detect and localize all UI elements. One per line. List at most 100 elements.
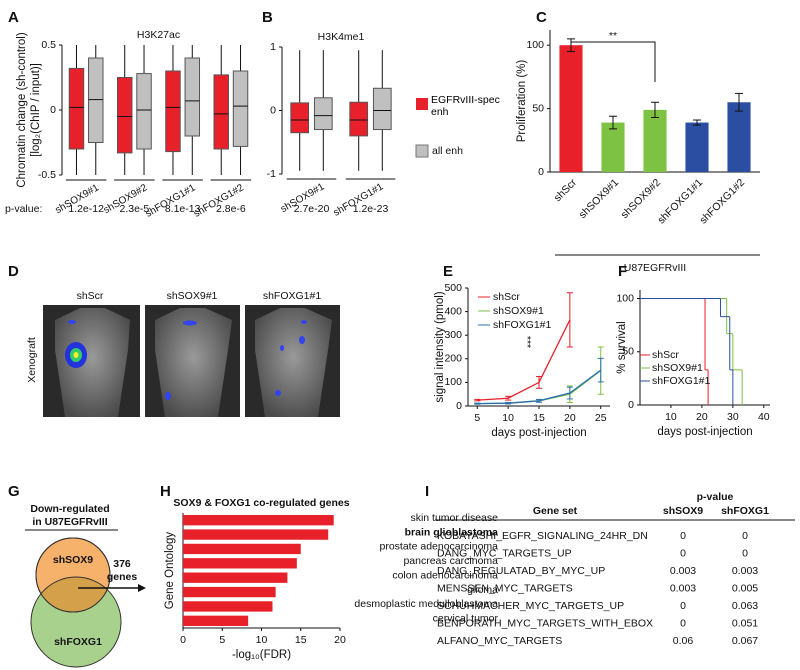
y-tick-label: 50 — [622, 346, 634, 358]
y-tick-label: 50 — [532, 102, 544, 114]
y-tick-label: 100 — [526, 39, 544, 51]
p-value-cell: 0.003 — [670, 582, 696, 594]
bar — [183, 558, 297, 569]
legend-text: shScr — [652, 349, 679, 361]
p-value-cell: 0.063 — [732, 600, 758, 612]
gene-set-cell: DANG_REGULATAD_BY_MYC_UP — [437, 565, 605, 577]
set-label: shFOXG1 — [54, 636, 102, 648]
venn-overlap — [36, 576, 110, 612]
x-tick-label: shSOX9#2 — [619, 176, 664, 221]
legend-entry: EGFRvIII-spec enh — [431, 94, 500, 118]
x-tick-label: shFOXG1#2 — [697, 176, 747, 226]
bar — [183, 515, 334, 526]
x-axis-title: days post-injection — [657, 426, 752, 438]
box — [349, 101, 369, 137]
bar — [559, 45, 583, 172]
x-tick-label: 20 — [696, 411, 708, 423]
significance: ** — [609, 30, 617, 42]
p-value-cell: 0 — [680, 530, 686, 542]
x-tick-label: 15 — [295, 634, 307, 646]
x-tick-label: shSOX9#1 — [577, 176, 622, 221]
panel-label: C — [536, 9, 547, 26]
venn-outline — [35, 537, 111, 613]
y-tick-label: 100 — [444, 376, 462, 388]
y-axis-title: Proliferation (%) — [516, 60, 528, 143]
x-tick-label: 5 — [219, 634, 225, 646]
y-tick-label: 100 — [616, 292, 634, 304]
x-tick-label: 20 — [564, 412, 576, 424]
x-tick-label: shScr — [552, 176, 580, 204]
image-label: shSOX9#1 — [167, 290, 218, 302]
y-tick-label: 500 — [444, 282, 462, 294]
x-tick-label: 10 — [256, 634, 268, 646]
legend-text: shFOXG1#1 — [493, 319, 552, 331]
y-tick-label: 300 — [444, 329, 462, 341]
panel-label: I — [425, 483, 429, 500]
legend-text: all enh — [432, 145, 463, 157]
p-value-cell: 0 — [742, 530, 748, 542]
box — [232, 70, 249, 147]
y-axis-title: % survival — [616, 321, 628, 373]
y-tick-label: 0 — [270, 104, 276, 116]
gene-set-cell: SCHUHMACHER_MYC_TARGETS_UP — [437, 600, 624, 612]
p-value-cell: 0 — [742, 547, 748, 559]
box — [165, 70, 181, 153]
box — [116, 77, 133, 154]
x-tick-label: 5 — [474, 412, 480, 424]
y-tick-label: -1 — [267, 168, 276, 180]
x-tick-label: 10 — [665, 411, 677, 423]
category-label: colon adenocarcinoma — [392, 569, 498, 581]
image-label: shFOXG1#1 — [263, 290, 322, 302]
bar — [183, 543, 301, 555]
y-tick-label: -0.5 — [38, 169, 56, 181]
box — [213, 74, 229, 150]
p-value-cell: 0.06 — [673, 635, 694, 647]
group-label: U87EGFRvIII — [624, 262, 686, 274]
y-tick-label: 400 — [444, 305, 462, 317]
p-value-cell: 0.051 — [732, 617, 758, 629]
category-label: pancreas carcinoma — [403, 555, 498, 567]
column-header: Gene set — [533, 505, 578, 517]
panel-label: B — [262, 9, 273, 26]
x-axis-title: -log₁₀(FDR) — [232, 649, 291, 661]
category-label: glioma — [467, 584, 498, 596]
x-tick-label: 40 — [758, 411, 770, 423]
x-tick-label: 10 — [502, 412, 514, 424]
y-axis-title: signal intensity (pmol) — [434, 291, 446, 402]
y-tick-label: 1 — [270, 41, 276, 53]
gene-set-cell: BENPORATH_MYC_TARGETS_WITH_EBOX — [437, 617, 653, 629]
column-header: shFOXG1 — [721, 505, 769, 517]
chart-title: SOX9 & FOXG1 co-regulated genes — [173, 497, 349, 509]
category-label: skin tumor disease — [410, 512, 498, 524]
y-tick-label: 200 — [444, 353, 462, 365]
x-tick-label: 0 — [180, 634, 186, 646]
significance: *** — [521, 336, 533, 348]
y-tick-label: 0.5 — [41, 39, 56, 51]
p-value-cell: 0.005 — [732, 582, 758, 594]
bar — [183, 529, 329, 540]
category-label: cervical tumor — [433, 613, 499, 625]
box — [290, 102, 310, 134]
gene-set-cell: ALFANO_MYC_TARGETS — [437, 635, 562, 647]
set-label: shSOX9 — [53, 554, 93, 566]
p-value: 1.2e-12 — [68, 203, 104, 215]
group-header: p-value — [697, 491, 734, 503]
category-label: prostate adenocarcinoma — [380, 541, 499, 553]
y-axis-title: [log₂(ChIP / input)] — [30, 63, 42, 157]
panel-label: A — [8, 9, 19, 26]
legend-swatch — [416, 98, 428, 110]
p-value-cell: 0 — [680, 617, 686, 629]
arrow-head — [138, 584, 146, 592]
bar — [643, 109, 667, 172]
gene-set-cell: KOBAYASHI_EGFR_SIGNALING_24HR_DN — [437, 530, 648, 542]
legend-text: shSOX9#1 — [493, 305, 544, 317]
box — [184, 57, 201, 137]
legend-text: shScr — [493, 291, 520, 303]
bar — [601, 122, 625, 172]
x-tick-label: 15 — [533, 412, 545, 424]
y-tick-label: 0 — [628, 399, 634, 411]
y-axis-title: Gene Ontology — [164, 532, 176, 610]
box — [313, 97, 333, 131]
x-tick-label: 25 — [595, 412, 607, 424]
